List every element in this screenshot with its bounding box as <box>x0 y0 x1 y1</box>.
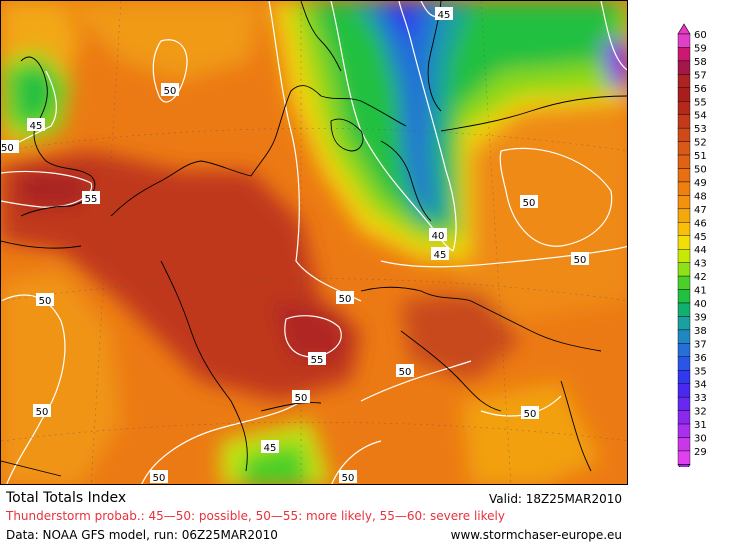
legend-swatch <box>677 60 691 75</box>
legend-value: 56 <box>694 84 707 95</box>
legend-value: 30 <box>694 434 707 445</box>
legend-value: 49 <box>694 178 707 189</box>
legend-value: 48 <box>694 191 707 202</box>
legend-swatch <box>677 248 691 263</box>
legend-value: 39 <box>694 312 707 323</box>
legend-value: 59 <box>694 43 707 54</box>
legend-swatch <box>677 208 691 223</box>
color-scale-legend: 60 59 58 57 56 55 54 53 52 51 50 49 48 47 46 45 44 43 42 41… <box>672 22 732 467</box>
website-credit: www.stormchaser-europe.eu <box>450 528 622 542</box>
map-title: Total Totals Index <box>6 490 127 506</box>
contour-label: 40 <box>432 231 445 242</box>
legend-swatch <box>677 141 691 156</box>
legend-swatch <box>677 383 691 398</box>
legend-swatch <box>677 87 691 102</box>
legend-value: 57 <box>694 70 707 81</box>
legend-swatch <box>677 329 691 344</box>
legend-swatch <box>677 101 691 115</box>
legend-value: 44 <box>694 245 707 256</box>
legend-value: 42 <box>694 272 707 283</box>
legend-swatch <box>677 289 691 304</box>
legend-value: 36 <box>694 353 707 364</box>
field-colors <box>1 1 627 484</box>
legend-swatch <box>677 410 691 425</box>
contour-label: 50 <box>153 473 166 484</box>
contour-label: 50 <box>164 86 177 97</box>
map-footer: Total Totals Index Valid: 18Z25MAR2010 T… <box>0 486 628 549</box>
contour-labels: 45 50 50 45 55 50 50 50 40 45 50 55 50 5… <box>1 7 589 484</box>
legend-value: 35 <box>694 366 707 377</box>
contour-label: 45 <box>434 250 447 261</box>
probability-note: Thunderstorm probab.: 45—50: possible, 5… <box>6 509 505 523</box>
legend-swatch <box>677 127 691 142</box>
legend-swatch <box>677 222 691 236</box>
contour-label: 45 <box>30 121 43 132</box>
legend-swatch <box>677 47 691 62</box>
legend-swatch <box>677 181 691 196</box>
color-scale: 60 59 58 57 56 55 54 53 52 51 50 49 48 47 46 45 44 43 42 41… <box>677 23 707 467</box>
legend-swatch <box>677 450 691 465</box>
contour-label: 50 <box>524 409 537 420</box>
legend-value: 53 <box>694 124 707 135</box>
total-totals-map: 45 50 50 45 55 50 50 50 40 45 50 55 50 5… <box>1 1 627 484</box>
coastlines <box>1 1 627 477</box>
legend-value: 31 <box>694 420 707 431</box>
legend-value: 29 <box>694 447 707 458</box>
legend-value: 52 <box>694 138 707 149</box>
legend-swatch <box>677 154 691 169</box>
map-panel: 45 50 50 45 55 50 50 50 40 45 50 55 50 5… <box>0 0 628 485</box>
legend-value: 43 <box>694 259 707 270</box>
legend-value: 55 <box>694 97 707 108</box>
contour-label: 50 <box>523 198 536 209</box>
legend-value: 38 <box>694 326 707 337</box>
contour-label: 50 <box>342 473 355 484</box>
legend-swatch <box>677 396 691 411</box>
legend-swatch <box>677 275 691 290</box>
legend-value: 58 <box>694 57 707 68</box>
legend-swatch <box>677 114 691 129</box>
legend-swatch <box>677 316 691 331</box>
contour-label: 50 <box>39 296 52 307</box>
legend-swatch <box>677 74 691 88</box>
contour-label: 50 <box>339 294 352 305</box>
contour-label: 45 <box>264 443 277 454</box>
contour-label: 50 <box>1 143 14 154</box>
legend-value: 37 <box>694 339 707 350</box>
legend-bottom-marker <box>677 464 691 467</box>
contour-label: 50 <box>36 407 49 418</box>
legend-swatch <box>677 262 691 277</box>
contour-label: 50 <box>295 393 308 404</box>
legend-value: 47 <box>694 205 707 216</box>
legend-value: 51 <box>694 151 707 162</box>
contour-label: 50 <box>574 255 587 266</box>
contour-label: 50 <box>399 367 412 378</box>
graticule <box>1 1 627 484</box>
legend-swatch <box>677 356 691 371</box>
legend-value: 60 <box>694 30 707 41</box>
valid-time: Valid: 18Z25MAR2010 <box>489 492 622 506</box>
data-source: Data: NOAA GFS model, run: 06Z25MAR2010 <box>6 528 278 542</box>
legend-value: 50 <box>694 165 707 176</box>
contour-label: 55 <box>311 355 324 366</box>
legend-value: 45 <box>694 232 707 243</box>
legend-swatch <box>677 370 691 384</box>
legend-swatch <box>677 33 691 48</box>
legend-swatch <box>677 235 691 250</box>
legend-swatch <box>677 343 691 358</box>
legend-value: 40 <box>694 299 707 310</box>
contour-label: 45 <box>438 10 451 21</box>
legend-value: 34 <box>694 380 707 391</box>
contour-label: 55 <box>85 194 98 205</box>
legend-value: 54 <box>694 111 707 122</box>
legend-value: 46 <box>694 218 707 229</box>
legend-value: 33 <box>694 393 707 404</box>
legend-swatch <box>677 437 691 452</box>
legend-swatch <box>677 423 691 438</box>
legend-swatch <box>677 168 691 183</box>
legend-swatch <box>677 302 691 317</box>
legend-value: 32 <box>694 407 707 418</box>
legend-value: 41 <box>694 286 707 297</box>
legend-top-marker <box>677 23 691 35</box>
legend-swatch <box>677 195 691 210</box>
